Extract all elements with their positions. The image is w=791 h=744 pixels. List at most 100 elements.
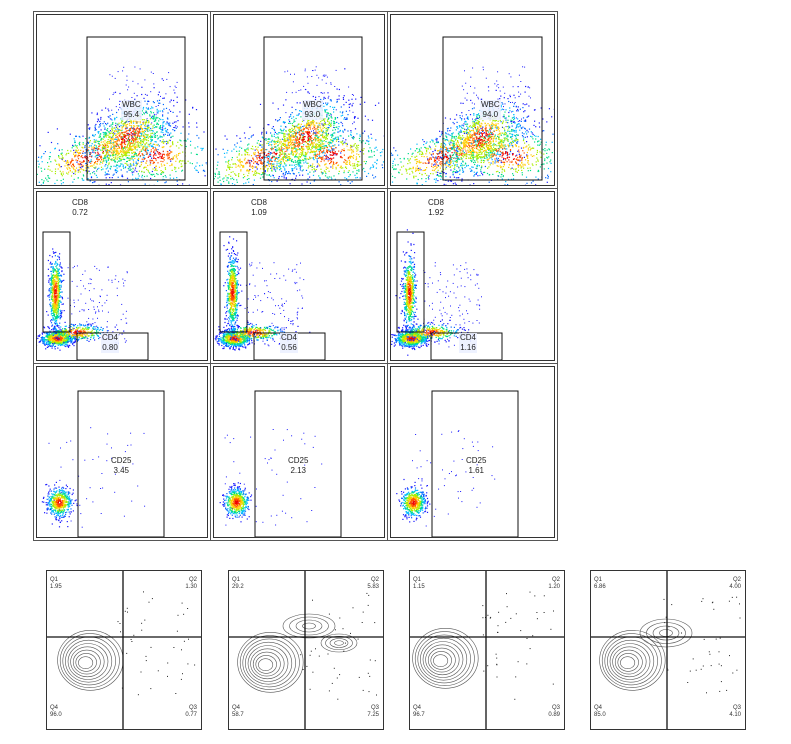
contour-line	[75, 653, 97, 672]
quadrant-plot-2: Q1 29.2 Q2 5.83 Q4 58.7 Q3 7.25	[228, 570, 384, 730]
contour-line	[614, 649, 643, 675]
cd25-gate-3-name: CD25	[466, 456, 487, 465]
wbc-gate-2	[263, 36, 363, 181]
q3-label-4: Q3 4.10	[729, 705, 741, 718]
contour-line	[617, 653, 639, 672]
cd8cd4-plot-1: CD8 0.72 CD4 0.80	[36, 191, 208, 361]
wbc-gate-2-label: WBC 93.0	[302, 100, 323, 120]
density-cloud	[41, 481, 78, 528]
contour-line	[245, 641, 293, 685]
cd25-plot-1: CD25 3.45	[36, 366, 208, 538]
cd25-gate-2-percent: 2.13	[290, 466, 307, 475]
contour-line	[425, 644, 460, 676]
cd8-gate-1-percent: 0.72	[72, 208, 88, 217]
contour-line	[612, 646, 647, 678]
q1-label-4: Q1 6.86	[594, 577, 606, 590]
cd8cd4-plot-1-canvas	[37, 231, 149, 360]
density-cloud	[219, 482, 253, 523]
cd25-gate-3	[431, 390, 519, 537]
q3-label-1: Q3 0.77	[185, 705, 197, 718]
wbc-gate-2-percent: 93.0	[304, 110, 321, 119]
contour-line	[239, 635, 300, 690]
wbc-gate-1-percent: 95.4	[123, 110, 140, 119]
contour-line	[620, 656, 636, 669]
contour-line	[601, 633, 662, 688]
density-cloud	[420, 85, 544, 185]
cd4-gate-1-percent: 0.80	[102, 343, 118, 352]
cd4-gate-3-label: CD4 1.16	[459, 333, 478, 353]
density-cloud	[73, 114, 207, 185]
cd4-gate-1-name: CD4	[102, 333, 119, 342]
cd8-gate-2	[219, 231, 248, 333]
wbc-gate-3	[442, 36, 543, 181]
quadrant-plot-4-canvas	[591, 571, 745, 729]
contour-line	[242, 638, 296, 688]
cd25-gate-1-name: CD25	[111, 456, 132, 465]
wbc-plot-1: WBC 95.4	[36, 14, 208, 186]
quadrant-plot-1-canvas	[47, 571, 201, 729]
contour-line	[422, 641, 464, 678]
contour-line	[433, 654, 449, 667]
density-cloud	[396, 478, 431, 523]
contour-line	[258, 658, 274, 671]
density-cloud	[214, 319, 311, 345]
wbc-plot-2: WBC 93.0	[213, 14, 385, 186]
contour-line	[329, 638, 349, 648]
scatter-dots	[224, 429, 323, 526]
q1-label-3: Q1 1.15	[413, 577, 425, 590]
contour-line	[250, 648, 285, 680]
cd8cd4-plot-3-canvas	[391, 229, 503, 360]
quadrant-plot-1: Q1 1.95 Q2 1.30 Q4 96.0 Q3 0.77	[46, 570, 202, 730]
cd8-gate-1	[42, 231, 71, 333]
contour-line	[59, 633, 120, 688]
scatter-dots	[300, 592, 377, 700]
cd8-gate-3-name: CD8	[428, 198, 445, 207]
contour-line	[237, 632, 304, 693]
cd4-gate-3-name: CD4	[460, 333, 477, 342]
cd25-plot-3: CD25 1.61	[390, 366, 555, 538]
contour-line	[255, 655, 277, 674]
cd25-gate-2-label: CD25 2.13	[288, 456, 308, 476]
q4-label-1: Q4 96.0	[50, 705, 62, 718]
contour-line	[302, 622, 316, 630]
cd4-gate-1-label: CD4 0.80	[101, 333, 120, 353]
contour-line	[252, 651, 281, 677]
contour-line	[417, 634, 471, 684]
cd8-gate-1-label: CD8 0.72	[72, 198, 88, 218]
q3-label-2: Q3 7.25	[367, 705, 379, 718]
density-cloud	[418, 111, 554, 185]
cd25-gate-1-label: CD25 3.45	[111, 456, 131, 476]
contour-line	[247, 645, 289, 682]
wbc-gate-1-label: WBC 95.4	[121, 100, 142, 120]
scatter-dots	[47, 427, 146, 528]
density-cloud	[252, 119, 384, 185]
contour-line	[607, 639, 655, 683]
quadrant-plot-2-canvas	[229, 571, 383, 729]
contour-line	[325, 635, 353, 651]
scatter-dots	[409, 430, 496, 527]
contour-line	[599, 630, 666, 691]
cd8-gate-1-name: CD8	[72, 198, 89, 207]
contour-line	[639, 618, 693, 648]
contour-line	[652, 625, 680, 641]
q3-label-3: Q3 0.89	[548, 705, 560, 718]
cd25-plot-2-canvas	[219, 390, 342, 537]
wbc-gate-1-name: WBC	[122, 100, 141, 109]
wbc-plot-3-canvas	[391, 36, 554, 185]
quadrant-plot-3: Q1 1.15 Q2 1.20 Q4 96.7 Q3 0.89	[409, 570, 565, 730]
contour-line	[70, 646, 105, 678]
cd8-gate-2-label: CD8 1.09	[251, 198, 267, 218]
contour-line	[609, 643, 651, 680]
density-cloud	[223, 236, 244, 345]
contour-line	[646, 622, 686, 644]
wbc-gate-3-percent: 94.0	[482, 110, 499, 119]
cd8-gate-2-percent: 1.09	[251, 208, 267, 217]
q4-label-3: Q4 96.7	[413, 705, 425, 718]
contour-line	[295, 619, 323, 633]
cd25-gate-3-percent: 1.61	[468, 466, 485, 475]
wbc-gate-2-name: WBC	[303, 100, 322, 109]
contour-line	[65, 639, 113, 683]
density-cloud	[244, 68, 377, 185]
wbc-gate-3-name: WBC	[481, 100, 500, 109]
q2-label-4: Q2 4.00	[729, 577, 741, 590]
